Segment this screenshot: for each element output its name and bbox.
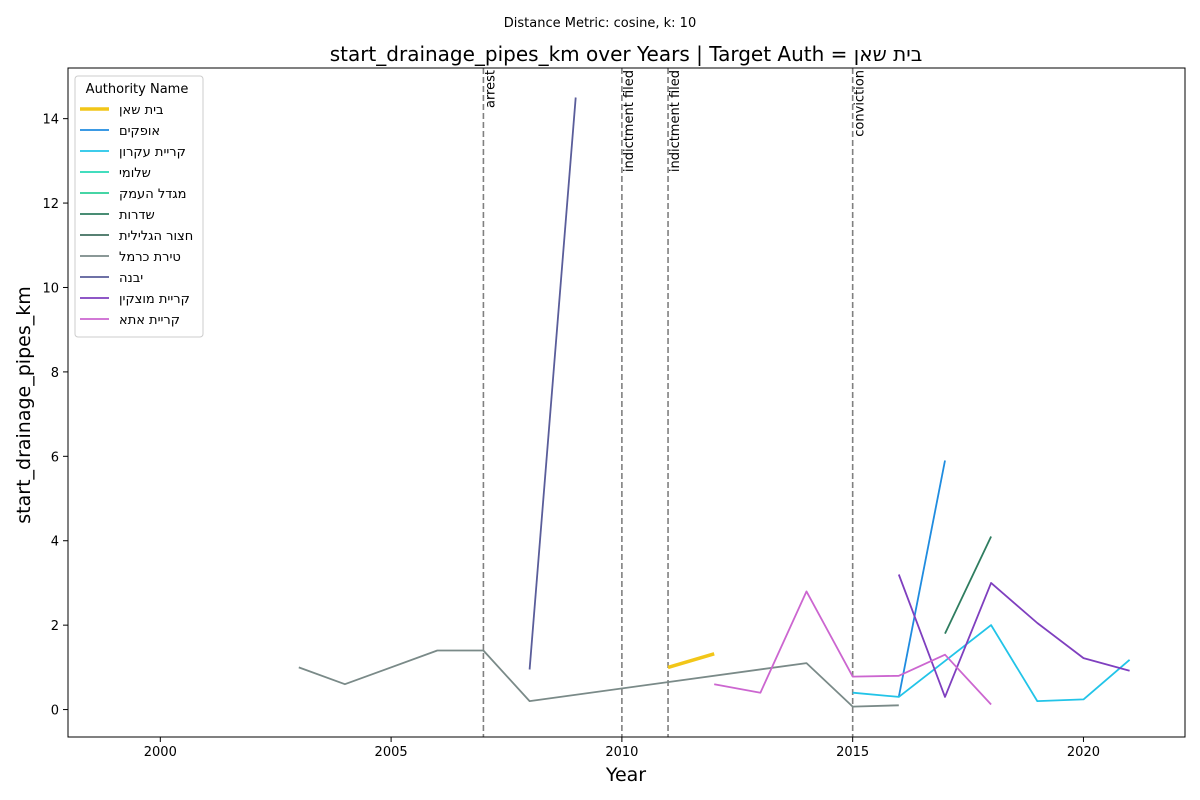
event-lines: arrest indictment filed indictment filed co… xyxy=(482,68,868,737)
series-line xyxy=(944,536,992,634)
y-tick-label: 14 xyxy=(42,113,59,128)
y-tick-label: 12 xyxy=(42,197,59,212)
legend-entry: קריית אתא xyxy=(119,313,180,328)
y-axis-label: start_drainage_pipes_km xyxy=(13,286,35,523)
series-line xyxy=(897,574,1130,698)
x-axis-label: Year xyxy=(605,764,646,786)
legend-entry: חצור הגלילית xyxy=(119,229,193,244)
x-tick-label: 2010 xyxy=(605,745,638,760)
series-line xyxy=(667,652,715,670)
y-tick-label: 6 xyxy=(51,450,59,465)
event-label: arrest xyxy=(483,70,498,108)
y-tick-label: 10 xyxy=(42,281,59,296)
axes: 2000 2005 2010 2015 2020 0 2 4 6 8 10 12 14 xyxy=(42,67,1186,760)
x-tick-label: 2005 xyxy=(375,745,408,760)
legend: Authority Name בית שאן אופקים קריית עקרון של… xyxy=(74,75,204,338)
x-tick-label: 2020 xyxy=(1067,745,1100,760)
y-tick-label: 4 xyxy=(51,535,59,550)
x-tick-label: 2015 xyxy=(836,745,869,760)
legend-entry: יבנה xyxy=(119,271,143,286)
legend-entry: אופקים xyxy=(119,124,160,139)
series-line xyxy=(714,590,992,706)
legend-entry: קריית עקרון xyxy=(119,145,186,160)
x-tick-label: 2000 xyxy=(144,745,177,760)
event-label: indictment filed xyxy=(668,70,683,172)
legend-entry: מגדל העמק xyxy=(119,187,187,202)
legend-entry: שלומי xyxy=(119,166,151,181)
legend-entry: שדרות xyxy=(119,208,155,223)
series-line xyxy=(528,97,577,670)
legend-box xyxy=(74,75,204,338)
legend-entry: טירת כרמל xyxy=(119,250,181,265)
legend-entry: בית שאן xyxy=(119,103,164,118)
chart-title: start_drainage_pipes_km over Years | Tar… xyxy=(330,42,923,66)
series-line xyxy=(852,624,1131,702)
series-lines xyxy=(298,97,1131,708)
series-line xyxy=(897,460,946,698)
legend-entry: קריית מוצקין xyxy=(119,292,190,307)
y-tick-label: 8 xyxy=(51,366,59,381)
y-tick-label: 0 xyxy=(51,704,59,719)
legend-title: Authority Name xyxy=(86,82,189,97)
event-label: conviction xyxy=(853,70,868,137)
y-tick-label: 2 xyxy=(51,619,59,634)
series-line xyxy=(298,649,899,708)
plot-frame xyxy=(67,67,1186,738)
event-label: indictment filed xyxy=(622,70,637,172)
chart-suptitle: Distance Metric: cosine, k: 10 xyxy=(504,16,696,31)
